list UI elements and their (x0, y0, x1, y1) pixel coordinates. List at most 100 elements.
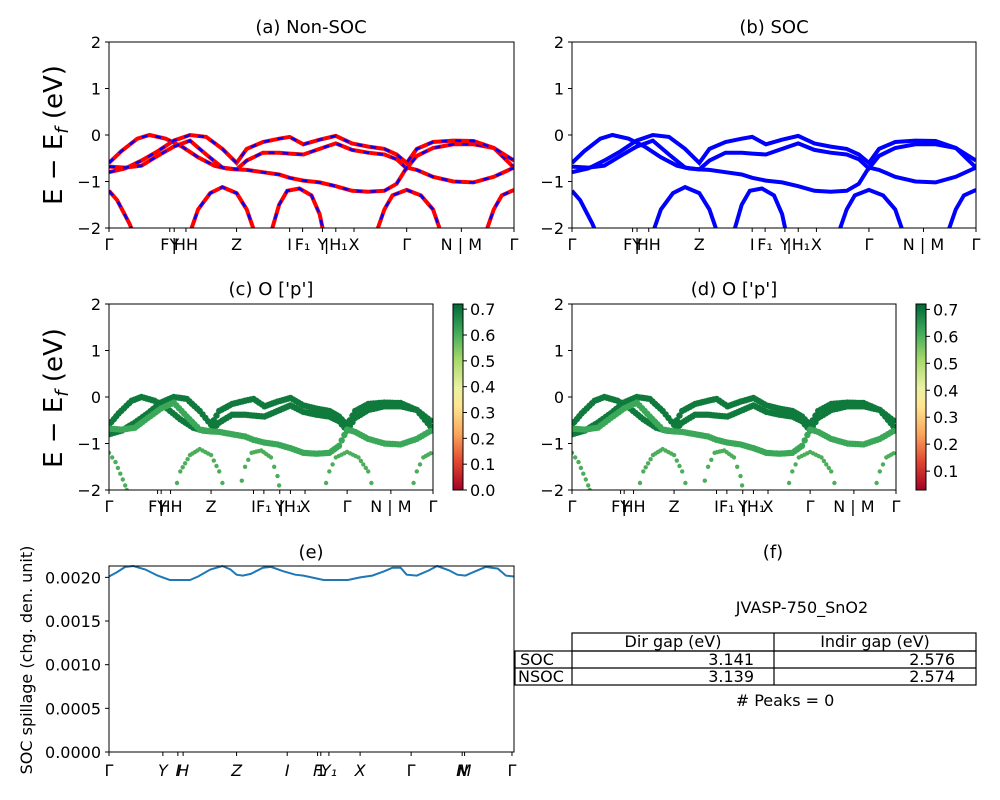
proj-dot (349, 412, 356, 419)
panel-e-xtick-label: 1 (316, 761, 326, 780)
panel-b-bands (572, 132, 976, 228)
panel-e-title: (e) (298, 542, 323, 563)
band-line-soc-dashed (271, 187, 324, 228)
table-footer: # Peaks = 0 (736, 691, 835, 710)
band-line-soc (947, 188, 976, 228)
panel-d-xtick-label: N | M (833, 497, 874, 516)
colorbar-c-tick-label: 0.1 (470, 455, 495, 474)
panel-e-xtick-label: Γ (508, 761, 517, 780)
proj-dot (113, 459, 118, 465)
band-line-soc-dashed (376, 188, 441, 228)
proj-dot (738, 473, 743, 479)
colorbar-d (915, 303, 927, 491)
proj-dot (356, 455, 361, 460)
panel-e-ytick-label: 0.0010 (45, 656, 101, 675)
panel-a-ytick-label: −2 (77, 219, 101, 238)
proj-dot (214, 463, 219, 469)
proj-dot (115, 465, 121, 471)
panel-e-frame (108, 565, 515, 753)
panel-b-xtick-label: Γ (864, 235, 873, 254)
colorbar-c-tick-label: 0.7 (470, 300, 495, 319)
panel-a-xtick-label: Γ (510, 235, 519, 254)
panel-a-xtick-label: F₁ (295, 235, 311, 254)
band-line-soc (652, 184, 718, 228)
colorbar-d-tick-label: 0.4 (933, 381, 958, 400)
proj-dot (427, 427, 433, 435)
panel-a-ytick-label: −1 (77, 173, 101, 192)
panel-e-xtick-label: Γ (105, 761, 114, 780)
proj-dot (735, 464, 740, 469)
proj-dot (327, 469, 332, 474)
proj-dot (335, 442, 343, 449)
proj-dot (180, 465, 185, 470)
proj-dot (637, 480, 643, 486)
proj-dot (363, 465, 368, 471)
proj-dot (890, 417, 896, 424)
panel-f-title: (f) (763, 542, 783, 563)
band-line-soc (838, 187, 904, 228)
proj-dot (109, 450, 112, 455)
proj-dot (705, 464, 711, 469)
proj-dot (178, 469, 183, 474)
panel-b-xtick-label: Z (694, 235, 705, 254)
proj-dot (890, 423, 896, 430)
panel-b-ytick-label: −1 (540, 173, 564, 192)
panel-b-xtick-label: | (634, 235, 639, 254)
panel-a-ytick-label: 0 (91, 126, 101, 145)
proj-dot (276, 483, 282, 488)
panel-c-xtick-label: FY (148, 497, 167, 516)
panel-b-xtick-label: Y (779, 235, 790, 254)
colorbar-c-tick-label: 0.2 (470, 429, 495, 448)
proj-dot (576, 459, 581, 465)
panel-d-xtick-label: X (763, 497, 774, 516)
proj-dot (793, 462, 798, 467)
proj-dot (826, 465, 831, 471)
panel-a-ytick-label: 2 (91, 33, 101, 52)
table-header-dir: Dir gap (eV) (625, 632, 722, 651)
proj-dot (174, 480, 180, 486)
proj-dot (880, 462, 886, 467)
proj-dot (210, 417, 217, 424)
panel-a-xtick-label: |H₁ (324, 235, 348, 254)
panel-c-xtick-label: | (158, 497, 163, 516)
panel-d-xtick-label: FY (611, 497, 630, 516)
proj-dot (185, 457, 190, 462)
panel-c-xtick-label: |H₁ (279, 497, 303, 516)
panel-b-xtick-label: I (750, 235, 755, 254)
panel-a-xtick-label: Γ (105, 235, 114, 254)
panel-e-xtick-label: F (313, 761, 323, 780)
panel-e-xtick-label: H (177, 761, 189, 780)
colorbar-d-tick-label: 0.7 (933, 300, 958, 319)
panel-e-ytick-label: 0.0005 (45, 699, 101, 718)
proj-dot (341, 431, 348, 439)
panel-e-xtick-label: M (458, 761, 472, 780)
colorbar-d-tick-label: 0.3 (933, 408, 958, 427)
proj-dot (417, 462, 423, 467)
band-line-soc (572, 132, 976, 175)
panel-a-title: (a) Non-SOC (255, 17, 366, 38)
panel-b-ytick-label: 1 (554, 80, 564, 99)
panel-e-xtick-label: Γ (407, 761, 416, 780)
panel-d-ytick-label: −1 (540, 435, 564, 454)
panel-b-xtick-label: X (811, 235, 822, 254)
proj-dot (272, 464, 277, 469)
panel-b-ytick-label: 0 (554, 126, 564, 145)
panel-d-ytick-label: 1 (554, 342, 564, 361)
panel-d-ytick-label: 0 (554, 388, 564, 407)
proj-dot (671, 452, 677, 458)
proj-dot (804, 431, 811, 439)
panel-b-ytick-label: 2 (554, 33, 564, 52)
panel-c-ylabel: E − Ef (eV) (39, 328, 73, 468)
panel-c-frame (108, 303, 434, 491)
panel-d-xtick-label: Γ (806, 497, 815, 516)
panel-e-xtick-label: I (285, 761, 290, 780)
proj-dot (211, 458, 216, 463)
proj-dot (573, 455, 578, 460)
proj-dot (110, 455, 115, 460)
panel-e-xtick-label: X (354, 761, 367, 780)
band-line-soc (732, 186, 788, 228)
band-line-nsoc (485, 188, 514, 228)
proj-dot (239, 478, 244, 483)
panel-c-ytick-label: 2 (91, 295, 101, 314)
panel-c-xtick-label: I (251, 497, 256, 516)
